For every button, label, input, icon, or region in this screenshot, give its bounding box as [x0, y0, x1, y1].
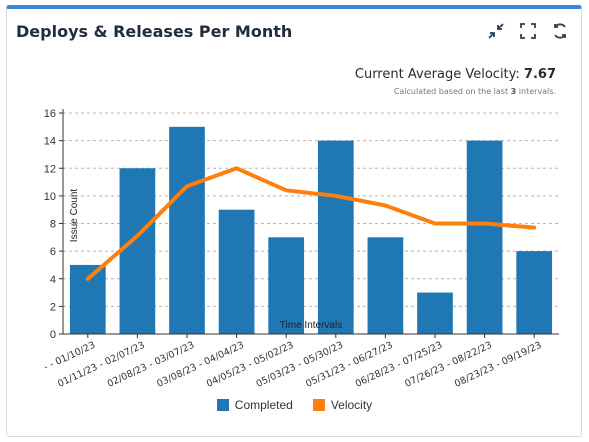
chart-title: Deploys & Releases Per Month: [16, 22, 293, 41]
y-tick-label: 12: [44, 163, 56, 175]
bar-completed: [169, 126, 205, 334]
x-tick-label: 07/26/23 - 08/22/23: [403, 340, 494, 390]
bar-completed: [218, 209, 255, 334]
y-tick-label: 16: [44, 108, 56, 120]
velocity-note-suffix: intervals.: [518, 87, 556, 96]
y-tick-label: 8: [50, 219, 56, 231]
legend-swatch-completed: [216, 399, 229, 411]
bar-completed: [417, 292, 453, 334]
chart-toolbar: [487, 22, 569, 40]
y-tick-label: 14: [44, 136, 56, 148]
bar-completed: [69, 264, 106, 334]
x-tick-label: 05/03/23 - 05/30/23: [254, 340, 345, 390]
x-tick-label: 06/28/23 - 07/25/23: [354, 340, 445, 390]
y-tick-label: 10: [44, 191, 56, 203]
y-axis-label: Issue Count: [69, 189, 80, 243]
x-tick-label: 01/11/23 - 02/07/23: [56, 340, 147, 390]
x-tick-label: 03/08/23 - 04/04/23: [155, 340, 246, 390]
legend-item-velocity[interactable]: Velocity: [312, 398, 373, 412]
y-tick-label: 2: [50, 301, 56, 313]
legend-item-completed[interactable]: Completed: [216, 398, 293, 412]
x-tick-label: 04/05/23 - 05/02/23: [205, 340, 296, 390]
line-velocity: [85, 166, 537, 281]
bar-completed: [268, 237, 305, 334]
velocity-readout: Current Average Velocity: 7.67: [355, 67, 556, 82]
y-tick-label: 4: [50, 274, 56, 286]
refresh-icon[interactable]: [551, 22, 569, 40]
x-tick-label: 02/08/23 - 03/07/23: [106, 340, 197, 390]
velocity-label: Current Average Velocity:: [354, 67, 520, 82]
chart-legend: Completed Velocity: [0, 398, 589, 412]
legend-swatch-velocity: [312, 399, 325, 411]
velocity-note-prefix: Calculated based on the last: [393, 87, 509, 96]
legend-label-velocity: Velocity: [330, 398, 373, 412]
x-axis-label: Time Intervals: [280, 320, 342, 331]
y-tick-label: 0: [50, 329, 56, 341]
collapse-icon[interactable]: [487, 22, 505, 40]
fullscreen-icon[interactable]: [519, 22, 537, 40]
velocity-note-count: 3: [510, 87, 517, 96]
x-tick-label: 08/23/23 - 09/19/23: [453, 340, 544, 390]
x-tick-label: 05/31/23 - 06/27/23: [304, 340, 395, 390]
bar-completed: [317, 140, 354, 334]
bar-completed: [367, 237, 404, 334]
bar-completed: [516, 251, 553, 334]
velocity-value: 7.67: [523, 67, 556, 82]
y-tick-label: 6: [50, 246, 56, 258]
velocity-note: Calculated based on the last 3 intervals…: [394, 87, 556, 96]
bar-completed: [466, 140, 503, 334]
bar-completed: [119, 168, 156, 334]
legend-label-completed: Completed: [234, 398, 293, 412]
